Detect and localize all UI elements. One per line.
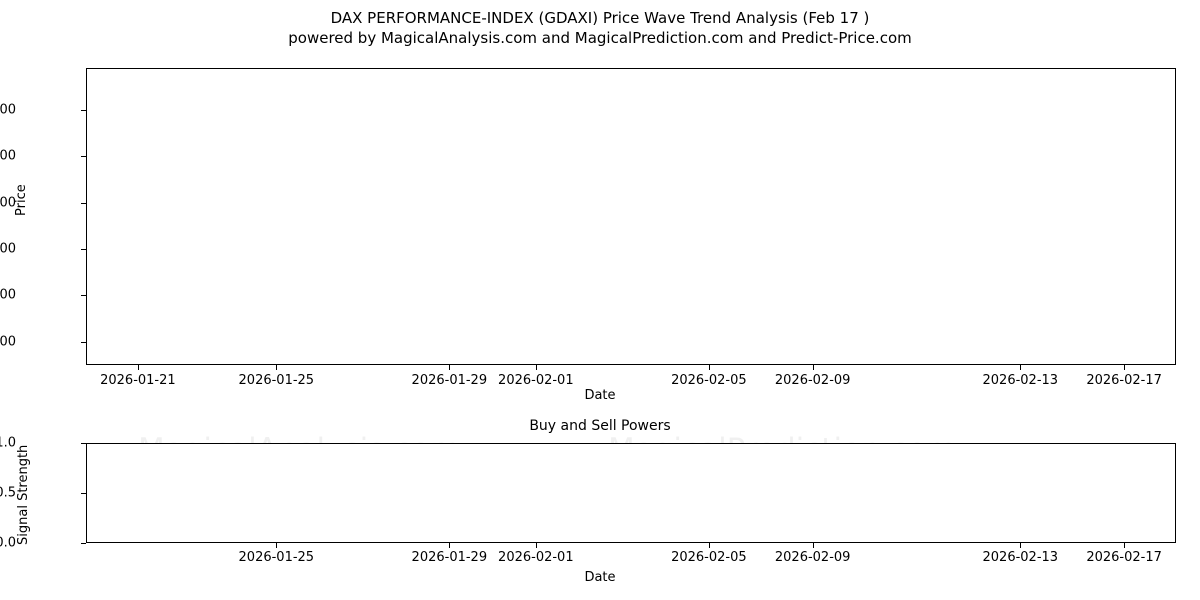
signal-x-tick-label: 2026-02-05	[671, 550, 747, 565]
signal-x-tick-mark	[1020, 543, 1022, 548]
signal-chart-title: Buy and Sell Powers	[529, 418, 671, 434]
price-y-tick-label: 24400	[0, 241, 16, 257]
signal-x-tick-label: 2026-01-29	[411, 550, 488, 565]
page-title: DAX PERFORMANCE-INDEX (GDAXI) Price Wave…	[330, 9, 870, 27]
price-x-tick-mark	[708, 365, 710, 370]
price-y-tick-label: 24200	[0, 287, 16, 303]
price-x-tick-label: 2026-01-29	[411, 373, 488, 388]
price-x-tick-label: 2026-01-21	[100, 373, 176, 388]
price-x-tick-mark	[1124, 365, 1126, 370]
signal-x-tick-mark	[708, 543, 710, 548]
signal-x-tick-mark	[276, 543, 278, 548]
price-x-tick-label: 2026-02-09	[774, 373, 851, 388]
signal-x-tick-label: 2026-02-13	[982, 550, 1059, 565]
price-y-tick-mark	[81, 295, 86, 297]
signal-x-tick-label: 2026-02-01	[498, 550, 574, 565]
price-y-tick-mark	[81, 156, 86, 158]
signal-x-tick-mark	[449, 543, 451, 548]
page-subtitle: powered by MagicalAnalysis.com and Magic…	[288, 29, 912, 47]
price-y-tick-mark	[81, 202, 86, 204]
price-x-axis-title: Date	[584, 388, 616, 403]
signal-x-tick-mark	[1124, 543, 1126, 548]
signal-y-tick-label: 0.0	[0, 535, 16, 551]
signal-y-tick-mark	[81, 443, 86, 444]
signal-y-tick-mark	[81, 543, 86, 544]
signal-x-tick-mark	[812, 543, 814, 548]
price-y-tick-label: 24600	[0, 195, 16, 211]
signal-x-tick-label: 2026-01-25	[238, 550, 315, 565]
price-x-tick-mark	[137, 365, 139, 370]
price-y-tick-mark	[81, 248, 86, 250]
signal-x-tick-label: 2026-02-09	[774, 550, 851, 565]
signal-y-tick-mark	[81, 493, 86, 494]
price-y-tick-mark	[81, 109, 86, 111]
price-chart-panel	[86, 68, 1176, 365]
price-x-tick-label: 2026-02-13	[982, 373, 1059, 388]
price-x-tick-mark	[1020, 365, 1022, 370]
price-y-tick-label: 24000	[0, 334, 16, 350]
signal-x-tick-mark	[535, 543, 537, 548]
signal-y-tick-label: 1.0	[0, 435, 16, 451]
price-y-tick-label: 24800	[0, 148, 16, 164]
price-x-tick-mark	[276, 365, 278, 370]
price-plot-frame	[86, 68, 1176, 365]
signal-x-tick-label: 2026-02-17	[1086, 550, 1162, 565]
price-x-tick-mark	[812, 365, 814, 370]
price-x-tick-mark	[449, 365, 451, 370]
signal-chart-panel	[86, 443, 1176, 543]
price-x-tick-label: 2026-02-17	[1086, 373, 1162, 388]
signal-y-axis-title: Signal Strength	[16, 444, 31, 545]
signal-y-tick-label: 0.5	[0, 485, 16, 501]
chart-title-block: DAX PERFORMANCE-INDEX (GDAXI) Price Wave…	[0, 8, 1200, 48]
price-y-tick-label: 25000	[0, 102, 16, 118]
price-x-tick-label: 2026-01-25	[238, 373, 315, 388]
price-x-tick-label: 2026-02-05	[671, 373, 747, 388]
price-x-tick-mark	[535, 365, 537, 370]
price-y-tick-mark	[81, 341, 86, 343]
price-x-tick-label: 2026-02-01	[498, 373, 574, 388]
signal-plot-frame	[86, 443, 1176, 543]
price-y-axis-title: Price	[14, 184, 29, 216]
signal-x-axis-title: Date	[584, 570, 616, 585]
